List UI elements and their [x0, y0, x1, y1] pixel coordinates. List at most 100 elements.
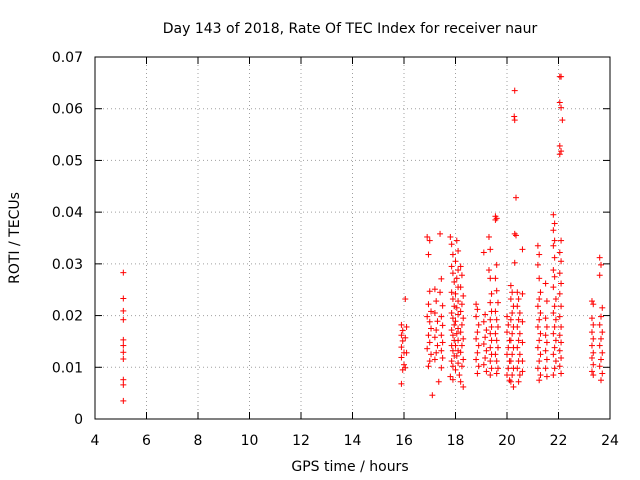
data-point	[429, 392, 436, 399]
data-point	[438, 313, 445, 320]
data-point	[551, 344, 558, 351]
data-point	[513, 194, 520, 201]
data-point	[558, 148, 565, 155]
data-point	[398, 380, 405, 387]
data-point	[487, 372, 494, 379]
data-point	[453, 330, 460, 337]
data-point	[534, 344, 541, 351]
data-point	[558, 354, 565, 361]
data-point	[480, 249, 487, 256]
x-tick-label: 10	[241, 433, 259, 449]
data-point	[474, 370, 481, 377]
data-point	[455, 267, 462, 274]
data-point	[493, 287, 500, 294]
data-point	[458, 342, 465, 349]
data-point	[509, 289, 516, 296]
data-point	[551, 323, 558, 330]
data-point	[438, 332, 445, 339]
data-point	[596, 254, 603, 261]
data-point	[514, 344, 521, 351]
data-point	[487, 299, 494, 306]
data-point	[597, 356, 604, 363]
data-point	[597, 377, 604, 384]
data-point	[460, 356, 467, 363]
data-point	[542, 315, 549, 322]
data-point	[537, 330, 544, 337]
data-point	[511, 259, 518, 266]
data-point	[556, 151, 563, 158]
data-point	[507, 316, 514, 323]
y-tick-label: 0.06	[52, 102, 83, 118]
data-point	[543, 373, 550, 380]
x-tick-label: 20	[498, 433, 516, 449]
data-point	[483, 347, 490, 354]
data-point	[457, 308, 464, 315]
data-point	[474, 329, 481, 336]
data-point	[507, 296, 514, 303]
data-point	[552, 316, 559, 323]
data-point	[452, 366, 459, 373]
data-point	[398, 344, 405, 351]
data-point	[536, 377, 543, 384]
data-point	[519, 339, 526, 346]
data-point	[556, 363, 563, 370]
data-point	[488, 290, 495, 297]
data-point	[511, 117, 518, 124]
x-tick-label: 4	[91, 433, 100, 449]
data-point	[493, 358, 500, 365]
data-point	[550, 227, 557, 234]
data-point	[120, 336, 127, 343]
data-point	[588, 342, 595, 349]
data-point	[507, 282, 514, 289]
data-point	[120, 269, 127, 276]
data-point	[439, 339, 446, 346]
data-point	[558, 258, 565, 265]
data-point	[536, 316, 543, 323]
data-point	[537, 372, 544, 379]
data-point	[433, 298, 440, 305]
data-point	[458, 272, 465, 279]
data-point	[120, 349, 127, 356]
data-point	[534, 261, 541, 268]
data-point	[425, 301, 432, 308]
data-point	[398, 332, 405, 339]
data-point	[597, 261, 604, 268]
data-point	[473, 313, 480, 320]
data-point	[448, 289, 455, 296]
data-point	[487, 358, 494, 365]
data-point	[449, 270, 456, 277]
data-point	[513, 232, 520, 239]
y-tick-label: 0.03	[52, 257, 83, 273]
data-point	[485, 267, 492, 274]
data-point	[448, 263, 455, 270]
data-point	[438, 364, 445, 371]
data-point	[439, 354, 446, 361]
data-point	[550, 372, 557, 379]
data-point	[449, 332, 456, 339]
data-point	[588, 298, 595, 305]
data-point	[596, 342, 603, 349]
data-point	[505, 365, 512, 372]
data-point	[519, 318, 526, 325]
data-point	[515, 316, 522, 323]
data-point	[590, 349, 597, 356]
data-point	[424, 313, 431, 320]
chart-title: Day 143 of 2018, Rate Of TEC Index for r…	[163, 21, 538, 37]
data-point	[559, 117, 566, 124]
data-point	[552, 296, 559, 303]
data-point	[457, 284, 464, 291]
data-point	[536, 337, 543, 344]
data-point	[542, 332, 549, 339]
data-point	[492, 308, 499, 315]
data-point	[455, 360, 462, 367]
data-points	[120, 73, 606, 404]
data-point	[431, 309, 438, 316]
data-point	[504, 329, 510, 336]
data-point	[537, 351, 544, 358]
data-point	[452, 318, 459, 325]
data-point	[399, 337, 406, 344]
data-point	[552, 337, 559, 344]
data-point	[428, 308, 435, 315]
data-point	[493, 337, 500, 344]
data-point	[514, 323, 521, 330]
